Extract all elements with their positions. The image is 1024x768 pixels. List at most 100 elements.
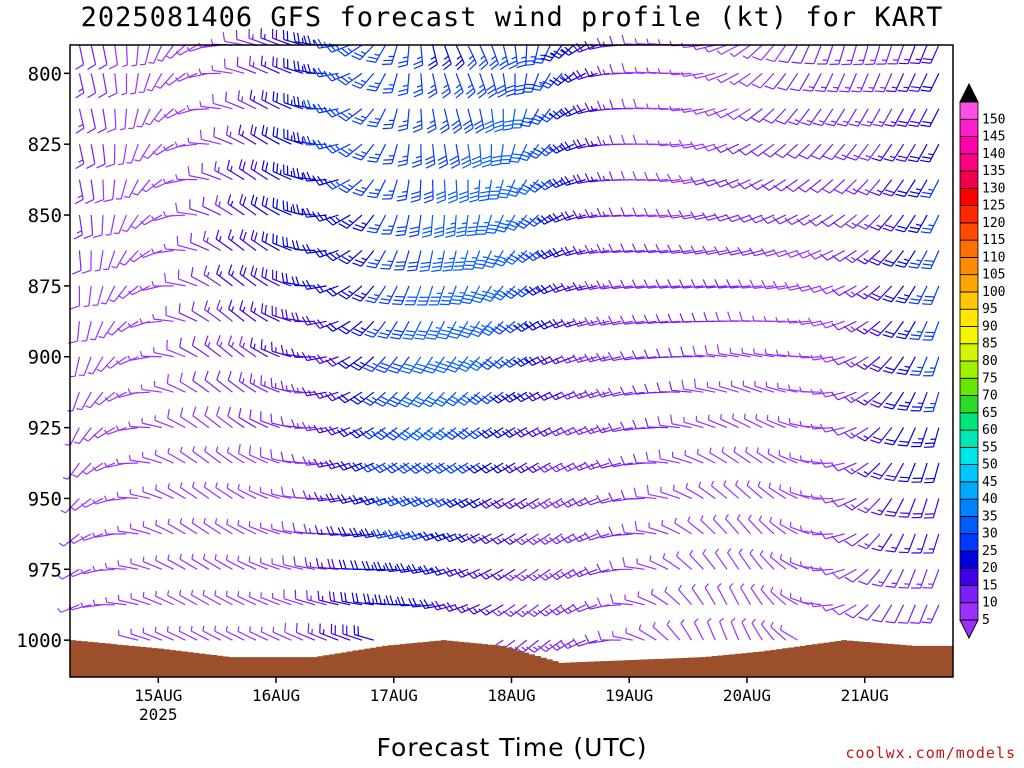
barb-shaft bbox=[508, 144, 516, 164]
barb-feather bbox=[895, 158, 906, 162]
barb-feather bbox=[921, 303, 932, 306]
barb-shaft bbox=[490, 108, 495, 129]
barb-feather bbox=[72, 269, 82, 275]
barb-shaft bbox=[455, 108, 463, 129]
barb-half-feather bbox=[347, 47, 353, 53]
barb-half-feather bbox=[443, 84, 449, 89]
barb-shaft bbox=[566, 108, 586, 117]
wind-barb bbox=[162, 178, 186, 185]
barb-feather bbox=[456, 62, 465, 71]
wind-barb bbox=[126, 143, 139, 164]
barb-shaft bbox=[880, 143, 893, 162]
wind-barb bbox=[325, 108, 351, 118]
barb-half-feather bbox=[856, 86, 863, 89]
wind-barb bbox=[138, 73, 151, 93]
wind-barb bbox=[163, 108, 186, 119]
wind-barb bbox=[213, 127, 233, 145]
colorbar-label: 25 bbox=[982, 544, 998, 559]
barb-shaft bbox=[177, 244, 198, 252]
barb-feather bbox=[86, 127, 96, 134]
barb-half-feather bbox=[416, 56, 423, 60]
barb-feather bbox=[872, 123, 883, 127]
barb-feather bbox=[393, 299, 404, 302]
barb-shaft bbox=[904, 143, 916, 162]
wind-barb bbox=[98, 73, 108, 99]
wind-barb bbox=[140, 214, 163, 226]
barb-half-feather bbox=[154, 484, 157, 490]
wind-barb bbox=[887, 44, 905, 65]
barb-shaft bbox=[261, 204, 280, 216]
barb-shaft bbox=[720, 108, 739, 119]
wind-barb bbox=[716, 44, 740, 55]
barb-shaft bbox=[758, 108, 775, 123]
barb-feather bbox=[225, 91, 227, 102]
wind-barb bbox=[436, 179, 447, 204]
barb-feather bbox=[410, 199, 421, 203]
wind-barb bbox=[248, 55, 269, 74]
barb-half-feather bbox=[121, 229, 128, 233]
wind-barb bbox=[238, 159, 257, 181]
barb-half-feather bbox=[928, 188, 934, 191]
barb-feather bbox=[367, 124, 377, 128]
barb-feather bbox=[461, 159, 471, 165]
wind-barb bbox=[608, 207, 633, 217]
barb-half-feather bbox=[590, 212, 594, 218]
y-tick-label: 975 bbox=[28, 559, 62, 581]
wind-barb bbox=[777, 73, 799, 91]
barb-shaft bbox=[805, 179, 822, 193]
wind-barb bbox=[261, 125, 280, 145]
barb-feather bbox=[303, 63, 308, 74]
wind-barb bbox=[481, 144, 493, 168]
wind-barb bbox=[337, 44, 363, 57]
wind-barb bbox=[774, 143, 798, 159]
barb-feather bbox=[466, 234, 476, 237]
barb-feather bbox=[460, 155, 470, 161]
barb-feather bbox=[859, 157, 869, 162]
wind-barb bbox=[467, 44, 477, 71]
barb-feather bbox=[272, 91, 275, 101]
wind-barb bbox=[851, 73, 869, 93]
wind-barb bbox=[798, 143, 822, 160]
wind-barb bbox=[187, 137, 209, 145]
barb-shaft bbox=[455, 73, 464, 93]
barb-half-feather bbox=[76, 230, 83, 234]
barb-feather bbox=[790, 88, 800, 92]
x-tick-label: 21AUG bbox=[841, 686, 889, 705]
barb-half-feather bbox=[249, 626, 252, 632]
barb-shaft bbox=[757, 143, 775, 157]
barb-feather bbox=[548, 214, 556, 223]
barb-shaft bbox=[142, 249, 163, 259]
barb-feather bbox=[820, 220, 829, 228]
barb-feather bbox=[503, 124, 513, 127]
wind-barb bbox=[119, 108, 128, 131]
barb-feather bbox=[532, 181, 542, 188]
barb-feather bbox=[486, 84, 495, 91]
barb-feather bbox=[508, 190, 519, 194]
barb-feather bbox=[564, 211, 571, 220]
barb-feather bbox=[922, 156, 932, 159]
barb-feather bbox=[439, 123, 449, 130]
barb-feather bbox=[633, 98, 637, 109]
barb-shaft bbox=[331, 108, 351, 118]
barb-feather bbox=[272, 197, 275, 208]
wind-barb bbox=[226, 159, 245, 181]
barb-half-feather bbox=[402, 84, 409, 87]
wind-barb bbox=[725, 179, 751, 189]
wind-barb bbox=[519, 108, 540, 128]
barb-half-feather bbox=[272, 626, 275, 633]
barb-feather bbox=[265, 197, 269, 208]
barb-half-feather bbox=[634, 66, 637, 73]
barb-feather bbox=[74, 198, 84, 205]
barb-shaft bbox=[524, 179, 540, 195]
barb-shaft bbox=[318, 108, 339, 114]
barb-feather bbox=[260, 55, 263, 66]
barb-shaft bbox=[891, 179, 905, 197]
barb-feather bbox=[286, 237, 289, 247]
wind-barb bbox=[272, 233, 292, 252]
colorbar-label: 60 bbox=[982, 423, 998, 438]
barb-shaft bbox=[759, 72, 775, 89]
barb-shaft bbox=[306, 249, 327, 254]
barb-half-feather bbox=[402, 56, 409, 59]
barb-feather bbox=[690, 211, 697, 220]
barb-shaft bbox=[831, 143, 846, 160]
